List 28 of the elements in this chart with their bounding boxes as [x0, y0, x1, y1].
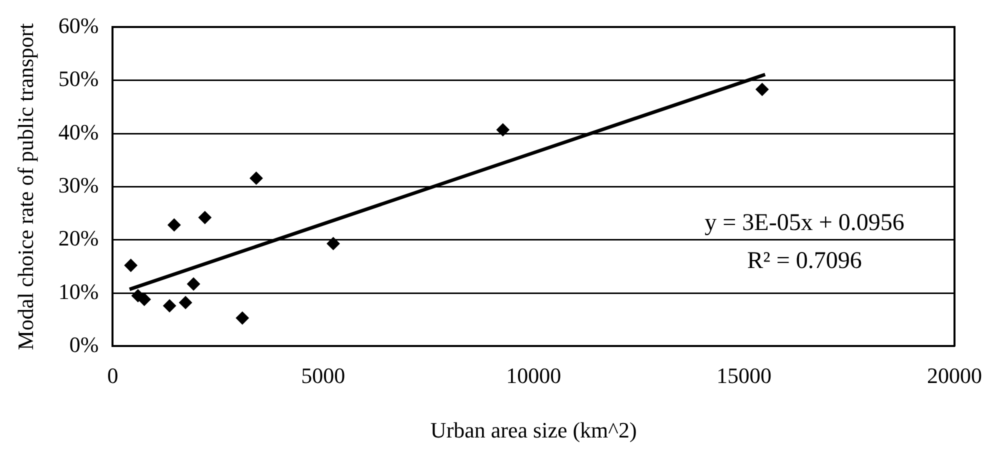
x-tick-label: 10000	[506, 363, 562, 388]
y-tick-label: 40%	[58, 119, 99, 144]
y-tick-label: 60%	[58, 12, 99, 38]
point	[168, 218, 181, 232]
point	[496, 123, 510, 136]
x-axis-title: Urban area size (km^2)	[430, 418, 637, 443]
point	[198, 211, 212, 224]
annotation: R² = 0.7096	[747, 248, 862, 274]
annotation: y = 3E-05x + 0.0956	[704, 210, 904, 236]
y-tick-label: 50%	[58, 66, 99, 92]
x-tick-label: 0	[107, 363, 118, 388]
y-axis-title: Modal choice rate of public transport	[12, 23, 38, 350]
x-tick-label: 15000	[716, 363, 772, 388]
point	[250, 172, 263, 185]
point	[236, 312, 249, 325]
y-tick-label: 0%	[69, 332, 99, 357]
point	[124, 258, 138, 272]
point	[756, 82, 769, 96]
point	[138, 292, 151, 306]
y-tick-label: 30%	[58, 172, 99, 198]
x-tick-label: 5000	[301, 363, 346, 388]
y-tick-label: 20%	[58, 226, 99, 251]
point	[326, 237, 340, 250]
y-tick-label: 10%	[58, 278, 99, 304]
point	[179, 296, 192, 310]
x-tick-label: 20000	[927, 363, 982, 388]
point	[163, 299, 176, 312]
point	[187, 277, 200, 290]
